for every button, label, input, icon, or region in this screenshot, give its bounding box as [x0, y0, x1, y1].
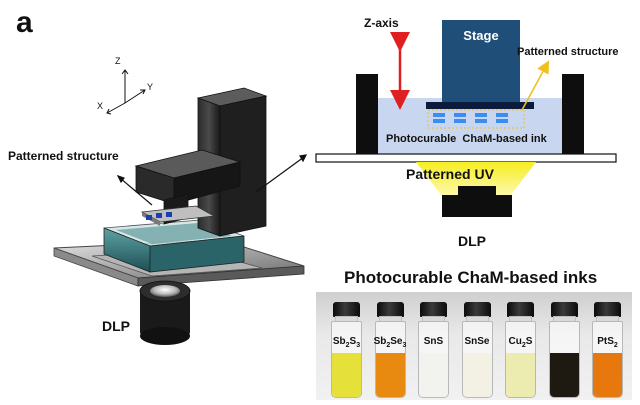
vial-glass — [331, 321, 362, 398]
z-axis-label: Z-axis — [364, 16, 399, 30]
ink-vial: SnSe — [461, 302, 494, 398]
vat-wall-left — [356, 74, 378, 154]
axis-label-y: Y — [147, 82, 154, 92]
patterned-structure-outline — [427, 109, 525, 129]
dlp-projector — [442, 195, 512, 217]
stage — [442, 20, 520, 104]
vial-cap — [594, 302, 621, 317]
axis-label-z: Z — [115, 56, 121, 66]
ink-vial: Sb2S3 — [330, 302, 363, 398]
vial-liquid — [375, 353, 405, 397]
ink-vial: PtS2 — [591, 302, 624, 398]
patterned-structure-callout-arrow — [521, 60, 550, 111]
vial-label: SnSe — [464, 336, 490, 347]
vial-glass — [592, 321, 623, 398]
vial-label: Cu2S — [508, 336, 533, 349]
vial-cap — [376, 302, 404, 317]
ink-vial: Sb2Se3 — [374, 302, 407, 398]
vial-liquid — [462, 353, 492, 397]
vial-cap — [463, 302, 491, 317]
patterned-structure-label: Patterned structure — [517, 46, 619, 58]
build-platform — [140, 205, 216, 226]
left-dlp-label: DLP — [102, 318, 130, 334]
vial-cap — [550, 302, 578, 317]
vial-liquid — [549, 353, 579, 397]
vial-cap — [333, 302, 360, 317]
vial-label: Sb2Se3 — [373, 336, 407, 349]
vat-wall-right — [562, 74, 584, 154]
ink-vial: MoS2 — [548, 302, 581, 398]
vial-glass — [374, 321, 406, 398]
printer-illustration — [53, 69, 308, 345]
patterned-pillars — [433, 113, 508, 123]
panel-letter: a — [16, 6, 33, 39]
vial-label: SnS — [423, 336, 444, 347]
vial-liquid — [506, 353, 535, 397]
vial-glass — [418, 321, 449, 398]
vial-label: PtS2 — [597, 336, 618, 349]
vial-liquid — [419, 353, 448, 397]
vial-label: MoS2 — [551, 336, 577, 349]
dlp-lens — [458, 186, 496, 196]
patterned-uv-label: Patterned UV — [406, 166, 494, 182]
vial-liquid — [332, 353, 361, 397]
glass-plate — [315, 153, 617, 163]
schematic-dlp-label: DLP — [458, 233, 486, 249]
vial-liquid — [593, 353, 622, 397]
ink-vial: SnS — [417, 302, 450, 398]
stage-plate — [426, 102, 534, 109]
ink-vials-photo: Sb2S3 Sb2Se3 SnS SnSe Cu2S MoS2 PtS2 — [316, 292, 632, 400]
vial-cap — [507, 302, 534, 317]
coordinate-axes — [106, 69, 146, 115]
uv-beam — [416, 162, 536, 204]
pointer-arrows — [116, 154, 308, 206]
axis-label-x: X — [97, 101, 104, 111]
ink-label: Photocurable ChaM-based ink — [386, 133, 547, 145]
vial-glass — [548, 321, 580, 398]
left-patterned-structure-label: Patterned structure — [8, 149, 119, 163]
vial-label: Sb2S3 — [332, 336, 361, 349]
vial-glass — [505, 321, 536, 398]
inks-title: Photocurable ChaM-based inks — [344, 268, 598, 287]
printing-schematic — [315, 20, 617, 217]
vial-glass — [461, 321, 493, 398]
vial-cap — [420, 302, 447, 317]
ink-vial: Cu2S — [504, 302, 537, 398]
stage-label: Stage — [463, 28, 499, 43]
dlp-projector-3d — [139, 280, 191, 345]
